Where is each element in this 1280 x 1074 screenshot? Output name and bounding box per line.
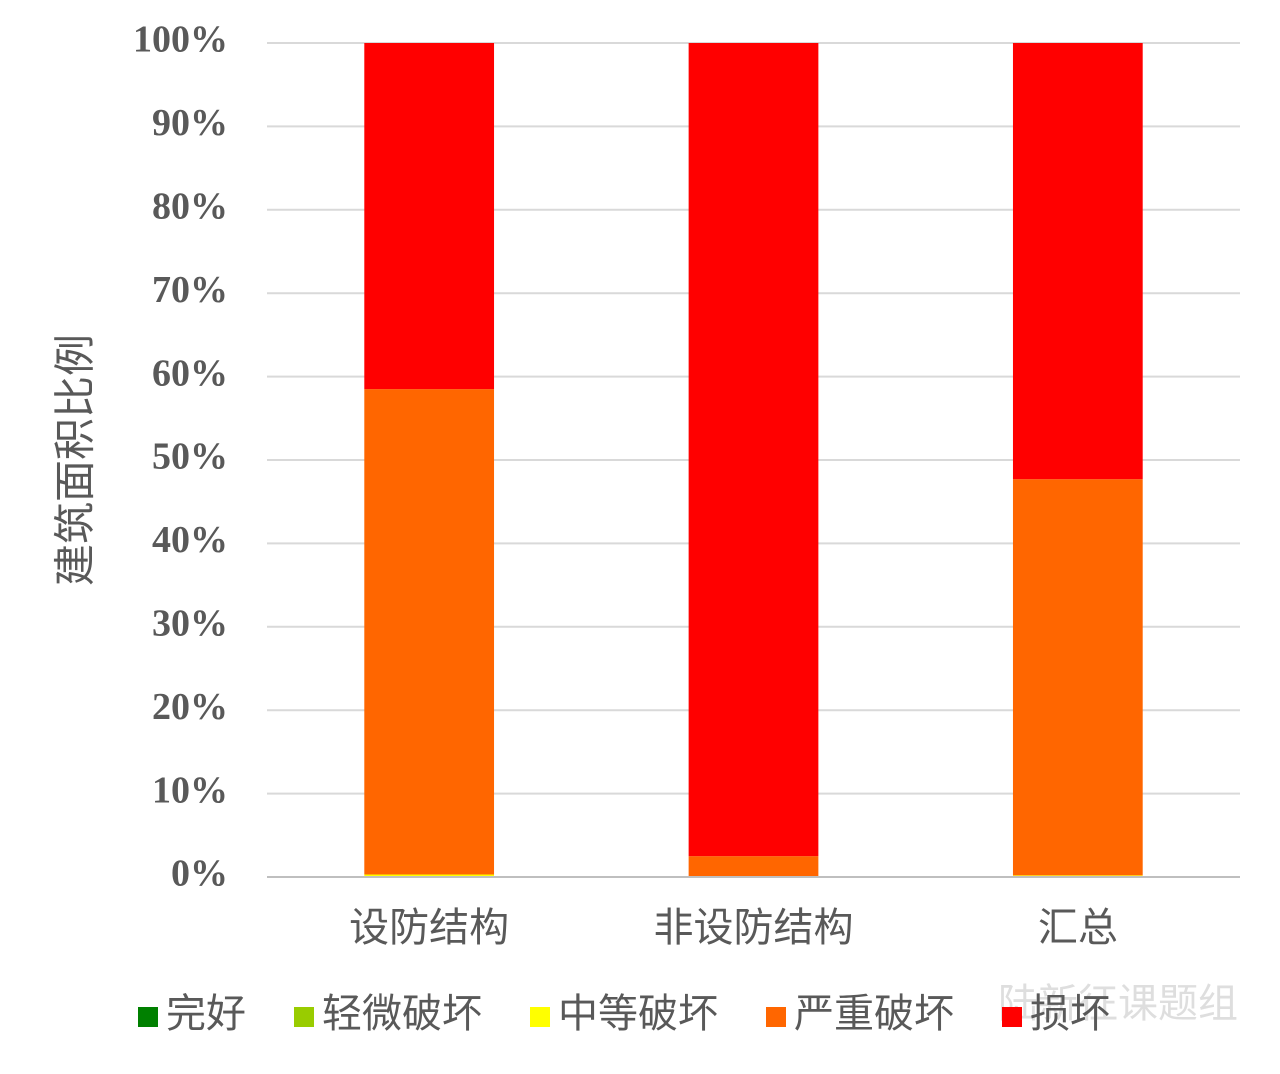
y-tick-label: 50%	[152, 436, 228, 478]
legend-swatch	[1002, 1007, 1022, 1027]
y-tick-label: 60%	[152, 352, 228, 394]
bar-segment	[688, 43, 819, 857]
legend-label: 严重破坏	[794, 991, 954, 1036]
bar-segment	[364, 43, 495, 390]
x-tick-label: 汇总	[1038, 905, 1118, 950]
legend-label: 损坏	[1030, 991, 1110, 1036]
legend-swatch	[294, 1007, 314, 1027]
legend-label: 完好	[166, 991, 246, 1036]
bar-segment	[364, 389, 495, 875]
y-tick-label: 10%	[152, 769, 228, 811]
bar-segment	[364, 874, 495, 877]
y-tick-label: 20%	[152, 686, 228, 728]
y-axis-title: 建筑面积比例	[54, 334, 100, 586]
legend-label: 轻微破坏	[322, 991, 482, 1036]
bar-segment	[1012, 479, 1143, 876]
y-tick-label: 40%	[152, 519, 228, 561]
y-tick-label: 80%	[152, 186, 228, 228]
watermark: 陆新征课题组	[998, 981, 1238, 1026]
legend-swatch	[530, 1007, 550, 1027]
x-tick-label: 非设防结构	[654, 905, 854, 950]
legend-label: 中等破坏	[558, 991, 718, 1036]
legend-swatch	[138, 1007, 158, 1027]
y-tick-label: 70%	[152, 269, 228, 311]
y-tick-label: 100%	[133, 19, 228, 61]
x-tick-label: 设防结构	[349, 905, 509, 950]
bar-segment	[1012, 43, 1143, 480]
y-tick-label: 30%	[152, 603, 228, 645]
y-tick-label: 0%	[171, 853, 228, 895]
y-tick-label: 90%	[152, 102, 228, 144]
legend-swatch	[766, 1007, 786, 1027]
bar-segment	[688, 856, 819, 877]
